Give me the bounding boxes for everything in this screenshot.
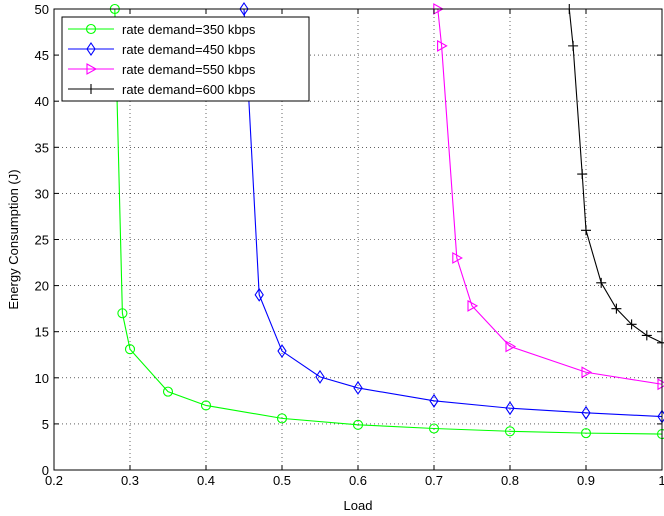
circle-marker [504,426,516,437]
x-tick-label: 0.9 [577,473,595,488]
diamond-marker [254,287,264,302]
plus-marker [657,337,664,348]
x-tick-label: 0.3 [121,473,139,488]
circle-marker [352,419,364,430]
triangle-marker [86,63,98,75]
y-tick-label: 10 [35,371,49,386]
legend-label: rate demand=600 kbps [122,82,256,97]
diamond-marker [86,42,96,56]
circle-marker [124,344,136,355]
plus-marker [611,303,622,314]
plus-marker [86,84,96,94]
triangle-marker [452,252,463,264]
legend-box [61,16,310,102]
y-tick-label: 0 [42,463,49,478]
legend-label: rate demand=450 kbps [122,42,256,57]
x-tick-label: 0.4 [197,473,215,488]
series-line [568,8,663,344]
legend-label: rate demand=350 kbps [122,22,256,37]
y-tick-label: 50 [35,2,49,17]
legend-label: rate demand=550 kbps [122,62,256,77]
triangle-marker [581,366,593,379]
legend: rate demand=350 kbps rate demand=450 kbps… [61,16,310,102]
x-tick-label: 0.8 [501,473,519,488]
circle-marker [85,23,97,35]
plus-marker [626,319,637,330]
circle-marker [428,423,440,434]
plus-marker [568,40,579,51]
triangle-marker [505,340,517,353]
diamond-marker [429,393,439,408]
plus-marker [641,330,652,341]
circle-marker [580,428,592,439]
series-line [243,8,663,418]
circle-marker [276,413,288,424]
triangle-marker [467,299,479,312]
y-tick-label: 40 [35,94,49,109]
x-axis-label: Load [344,498,373,513]
triangle-marker [437,39,448,52]
x-tick-label: 0.5 [273,473,291,488]
circle-marker [200,400,212,411]
ticks-layer: 0.2 0.3 0.4 0.5 0.6 0.7 0.8 0.9 1051015202530354… [35,2,664,488]
y-axis-label: Energy Consumption (J) [6,169,21,309]
diamond-marker [353,380,363,395]
x-tick-label: 0.2 [45,473,63,488]
x-tick-label: 1 [658,473,664,488]
diamond-marker [581,405,591,420]
x-tick-label: 0.7 [425,473,443,488]
y-tick-label: 30 [35,186,49,201]
y-tick-label: 45 [35,48,49,63]
y-tick-label: 20 [35,279,49,294]
series-line [437,8,663,385]
diamond-marker [239,2,249,16]
plus-marker [581,225,591,236]
diamond-marker [277,344,287,359]
y-tick-label: 5 [42,417,49,432]
y-tick-label: 35 [35,140,49,155]
data-series [239,2,664,424]
data-series [564,4,664,348]
grid-layer [54,9,662,470]
circle-marker [117,308,128,319]
plus-marker [577,169,588,180]
x-tick-label: 0.6 [349,473,367,488]
series-line [114,8,663,435]
diamond-marker [505,401,515,416]
plus-marker [596,277,607,288]
circle-marker [162,386,174,397]
data-series [433,3,664,391]
y-tick-label: 15 [35,325,49,340]
diamond-marker [315,369,325,384]
y-tick-label: 25 [35,233,49,248]
